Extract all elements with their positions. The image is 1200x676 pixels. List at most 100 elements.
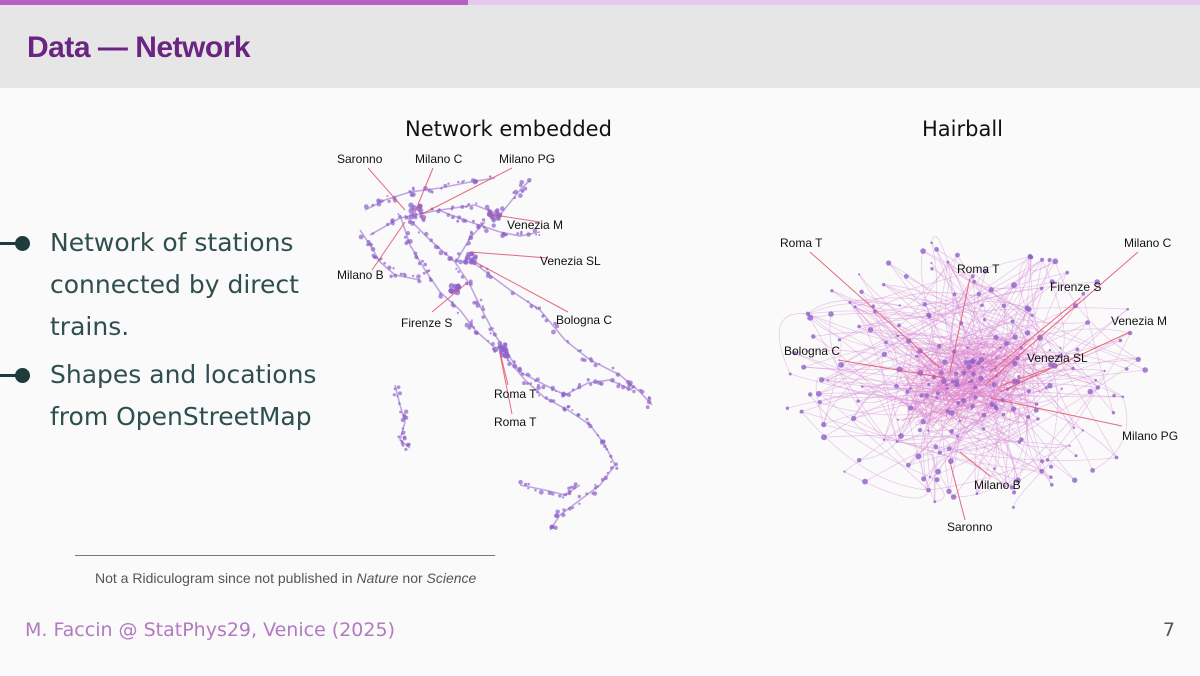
hairball-node (1046, 458, 1050, 462)
station-node (457, 180, 460, 184)
embedded-label-milano-c: Milano C (415, 152, 463, 166)
hairball-edge (972, 362, 975, 397)
hairball-node (958, 419, 962, 422)
hairball-edge (933, 340, 948, 420)
hairball-edge (896, 408, 1014, 444)
station-node (552, 399, 556, 403)
hairball-edge (840, 288, 1042, 366)
station-node (491, 327, 494, 330)
hairball-edge (947, 365, 1032, 375)
hairball-edge (939, 323, 971, 355)
rail-line (399, 214, 496, 349)
station-node (525, 372, 530, 377)
hairball-edge (906, 276, 1088, 324)
hairball-edge (1030, 344, 1041, 394)
station-node (417, 231, 420, 234)
hairball-edge (951, 386, 1030, 414)
station-node (380, 199, 384, 203)
hairball-edge (1007, 374, 1099, 390)
bullet-item: Shapes and locations from OpenStreetMap (0, 354, 360, 438)
hairball-edge (942, 378, 991, 400)
hairball-node (1114, 455, 1119, 460)
embedded-network-nodes (358, 175, 652, 530)
hairball-edge (988, 337, 1035, 379)
station-node (526, 382, 529, 385)
hairball-node (1081, 429, 1084, 432)
station-node (488, 275, 493, 280)
hairball-node (867, 327, 874, 333)
hairball-edge (950, 373, 974, 462)
rail-line (469, 259, 653, 406)
hairball-edge (943, 343, 1001, 382)
hairball-edge (944, 338, 1029, 388)
hairball-node (905, 389, 910, 394)
hairball-node (1068, 444, 1071, 447)
hairball-edge (943, 381, 972, 410)
station-node (616, 384, 621, 389)
hairball-node (857, 324, 861, 329)
hairball-node (1081, 291, 1086, 296)
station-node (417, 261, 422, 266)
station-node (523, 482, 528, 487)
hairball-edge (790, 373, 997, 409)
hairball-node (848, 300, 852, 304)
hairball-edge (912, 358, 932, 412)
hairball-node (982, 427, 986, 431)
hairball-edge (975, 370, 1010, 426)
hairball-edge (1024, 419, 1028, 425)
station-node (502, 342, 507, 347)
hairball-edge (944, 272, 1068, 363)
hairball-node (973, 385, 978, 390)
hairball-node (926, 487, 931, 493)
hairball-edge (952, 368, 1074, 383)
hairball-node (949, 429, 954, 434)
hairball-node (821, 421, 827, 428)
station-node (497, 344, 503, 350)
station-node (481, 218, 486, 222)
station-node (481, 305, 484, 308)
hairball-edge (953, 361, 959, 381)
hairball-edge (989, 380, 1019, 401)
station-node (520, 230, 523, 234)
hairball-edge (930, 336, 1028, 351)
station-node (466, 243, 469, 246)
hairball-edge (918, 348, 1005, 386)
hairball-edge (947, 261, 1047, 388)
hairball-node (1090, 468, 1095, 473)
slide-title: Data — Network (27, 31, 251, 64)
hairball-node (1026, 415, 1030, 420)
hairball-node (1074, 454, 1078, 458)
hairball-edge (900, 337, 1041, 437)
embedded-label-roma-t: Roma T (494, 415, 537, 429)
hairball-edge (929, 361, 937, 417)
station-node (402, 413, 406, 417)
hairball-edge (829, 313, 885, 441)
hairball-edge (991, 257, 1032, 405)
station-node (397, 213, 400, 216)
station-node (631, 386, 634, 389)
hairball-edge (930, 343, 1028, 423)
hairball-edge (949, 418, 1039, 452)
hairball-edge (853, 418, 1042, 472)
station-node (536, 390, 539, 394)
station-node (470, 319, 473, 322)
hairball-node (788, 372, 792, 376)
hairball-node (801, 364, 807, 370)
hairball-node (949, 410, 955, 416)
hairball-edge (1004, 332, 1131, 487)
station-node (577, 494, 581, 499)
hairball-edge (883, 271, 986, 441)
station-node (457, 215, 462, 220)
rail-line (519, 484, 581, 496)
hairball-edge (988, 337, 995, 389)
embedded-label-venezia-m: Venezia M (507, 218, 563, 232)
hairball-node (886, 260, 892, 266)
station-node (404, 409, 409, 414)
hairball-node (1011, 282, 1017, 289)
station-node (405, 231, 411, 236)
hairball-edge (957, 340, 1121, 404)
hairball-node (1047, 383, 1053, 389)
hairball-edge (907, 381, 1019, 407)
station-node (544, 396, 549, 400)
hairball-edge (854, 306, 902, 437)
